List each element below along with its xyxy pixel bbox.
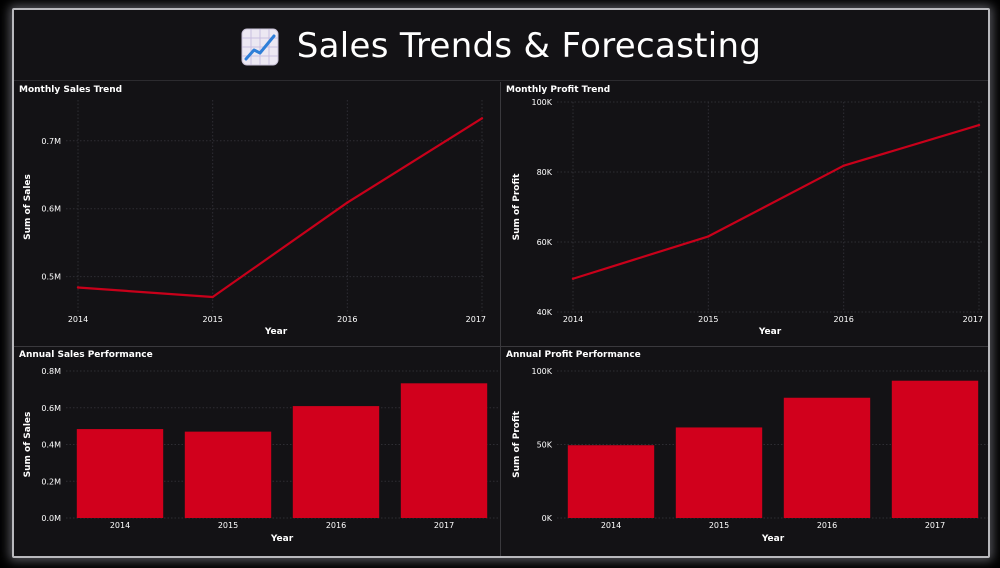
y-axis-title: Sum of Profit xyxy=(512,410,522,478)
horizontal-divider xyxy=(14,346,988,347)
data-point xyxy=(977,123,981,127)
x-tick-label: 2016 xyxy=(833,315,853,324)
x-axis-title: Year xyxy=(270,534,294,544)
x-tick-label: 2014 xyxy=(563,315,583,324)
data-point xyxy=(571,277,575,280)
y-tick-label: 0.0M xyxy=(41,514,61,523)
data-point xyxy=(346,201,349,204)
data-point xyxy=(480,117,484,120)
data-point xyxy=(76,286,80,289)
bar xyxy=(76,429,164,518)
annual-sales-chart: 0.0M 0.2M 0.4M 0.6M 0.8M 2014 2015 2016 2017 Year… xyxy=(23,367,498,544)
x-tick-label: 2014 xyxy=(68,315,88,324)
page-title: Sales Trends & Forecasting xyxy=(296,26,762,66)
x-tick-label: 2014 xyxy=(110,521,130,530)
y-axis-title: Sum of Sales xyxy=(23,412,33,478)
x-tick-label: 2016 xyxy=(337,315,357,324)
monthly-sales-panel[interactable]: Monthly Sales Trend 0.5M 0.6M 0.7M 2014 2015… xyxy=(14,82,500,346)
y-tick-label: 0.6M xyxy=(41,205,61,214)
data-point xyxy=(842,164,845,167)
data-point xyxy=(707,235,710,238)
x-tick-label: 2015 xyxy=(202,315,222,324)
y-tick-label: 0.8M xyxy=(41,367,61,376)
bar xyxy=(783,397,871,518)
annual-profit-panel[interactable]: Annual Profit Performance 0K 50K 100K 2014 2… xyxy=(501,347,988,556)
y-axis-title: Sum of Sales xyxy=(23,174,33,240)
bar xyxy=(567,445,655,518)
x-tick-label: 2015 xyxy=(709,521,729,530)
series-line xyxy=(77,117,483,299)
bar xyxy=(400,383,488,518)
annual-profit-chart: 0K 50K 100K 2014 2015 2016 2017 Year Sum of Prof… xyxy=(512,367,988,544)
bar xyxy=(292,406,380,518)
x-tick-label: 2016 xyxy=(817,521,837,530)
chart-increasing-icon xyxy=(241,28,279,66)
y-tick-label: 50K xyxy=(537,441,553,450)
annual-sales-panel[interactable]: Annual Sales Performance 0.0M 0.2M 0.4M 0.6… xyxy=(14,347,500,556)
x-tick-label: 2017 xyxy=(466,315,486,324)
panel-title: Annual Sales Performance xyxy=(19,350,153,360)
y-tick-label: 0K xyxy=(542,514,553,523)
y-tick-label: 100K xyxy=(531,367,552,376)
y-tick-label: 0.4M xyxy=(41,441,61,450)
x-tick-label: 2017 xyxy=(963,315,983,324)
header-divider xyxy=(14,80,988,81)
bar xyxy=(184,431,272,518)
y-tick-label: 60K xyxy=(537,238,553,247)
y-tick-label: 0.7M xyxy=(41,137,61,146)
y-tick-label: 0.2M xyxy=(41,477,61,486)
dashboard-frame: Sales Trends & Forecasting Monthly Sales… xyxy=(12,8,990,558)
monthly-profit-panel[interactable]: Monthly Profit Trend 40K 60K 80K 100K 2014 20… xyxy=(501,82,988,346)
y-tick-label: 40K xyxy=(537,308,553,317)
bar xyxy=(675,427,763,518)
y-tick-label: 100K xyxy=(531,98,552,107)
x-tick-label: 2015 xyxy=(218,521,238,530)
y-axis-title: Sum of Profit xyxy=(512,173,522,241)
data-point xyxy=(211,295,214,299)
monthly-sales-chart: 0.5M 0.6M 0.7M 2014 2015 2016 2017 Year Sum of S… xyxy=(23,100,486,337)
x-tick-label: 2015 xyxy=(698,315,718,324)
panel-title: Monthly Sales Trend xyxy=(19,85,123,95)
x-tick-label: 2017 xyxy=(434,521,454,530)
panel-title: Annual Profit Performance xyxy=(506,350,641,360)
x-tick-label: 2017 xyxy=(925,521,945,530)
dashboard-header: Sales Trends & Forecasting xyxy=(14,10,988,82)
series-line xyxy=(572,124,980,280)
panel-title: Monthly Profit Trend xyxy=(506,85,611,95)
vertical-divider xyxy=(500,82,501,556)
x-tick-label: 2014 xyxy=(601,521,621,530)
y-tick-label: 0.6M xyxy=(41,404,61,413)
y-tick-label: 80K xyxy=(537,168,553,177)
x-tick-label: 2016 xyxy=(326,521,346,530)
x-axis-title: Year xyxy=(761,534,785,544)
y-tick-label: 0.5M xyxy=(41,273,61,282)
monthly-profit-chart: 40K 60K 80K 100K 2014 2015 2016 2017 Year Sum of … xyxy=(512,98,983,337)
bar xyxy=(891,380,979,518)
x-axis-title: Year xyxy=(264,327,288,337)
x-axis-title: Year xyxy=(758,327,782,337)
